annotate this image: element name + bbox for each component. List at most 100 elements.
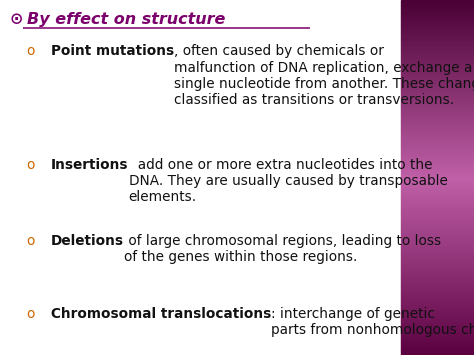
- Bar: [401, 111, 474, 113]
- Bar: [401, 285, 474, 286]
- Bar: [401, 344, 474, 345]
- Bar: [401, 237, 474, 238]
- Bar: [401, 175, 474, 176]
- Bar: [401, 8, 474, 10]
- Bar: [401, 305, 474, 306]
- Bar: [401, 321, 474, 322]
- Bar: [401, 10, 474, 11]
- Bar: [401, 245, 474, 246]
- Bar: [401, 248, 474, 250]
- Bar: [401, 155, 474, 156]
- Bar: [401, 113, 474, 114]
- Bar: [401, 334, 474, 335]
- Bar: [401, 317, 474, 318]
- Text: By effect on structure: By effect on structure: [27, 12, 226, 27]
- Bar: [401, 193, 474, 194]
- Bar: [401, 188, 474, 189]
- Text: : interchange of genetic
parts from nonhomologous chromosomes.: : interchange of genetic parts from nonh…: [272, 307, 474, 337]
- Bar: [401, 12, 474, 13]
- Bar: [401, 327, 474, 328]
- Bar: [401, 44, 474, 45]
- Bar: [401, 283, 474, 284]
- Bar: [401, 290, 474, 291]
- Bar: [401, 110, 474, 111]
- Bar: [401, 257, 474, 258]
- Bar: [401, 260, 474, 262]
- Bar: [401, 267, 474, 269]
- Bar: [401, 63, 474, 64]
- Bar: [401, 231, 474, 232]
- Bar: [401, 6, 474, 7]
- Bar: [401, 335, 474, 336]
- Bar: [401, 322, 474, 323]
- Bar: [401, 316, 474, 317]
- Bar: [401, 43, 474, 44]
- Bar: [401, 66, 474, 67]
- Bar: [401, 137, 474, 138]
- Bar: [401, 169, 474, 170]
- Bar: [401, 240, 474, 241]
- Bar: [401, 213, 474, 214]
- Bar: [401, 97, 474, 98]
- Bar: [401, 211, 474, 212]
- Bar: [401, 33, 474, 34]
- Bar: [401, 85, 474, 86]
- Bar: [401, 185, 474, 186]
- Bar: [401, 120, 474, 121]
- Bar: [401, 17, 474, 18]
- Bar: [401, 57, 474, 58]
- Bar: [401, 127, 474, 128]
- Bar: [401, 247, 474, 248]
- Bar: [401, 294, 474, 295]
- Bar: [401, 201, 474, 202]
- Bar: [401, 228, 474, 230]
- Bar: [401, 51, 474, 52]
- Bar: [401, 154, 474, 155]
- Bar: [401, 278, 474, 279]
- Bar: [401, 42, 474, 43]
- Bar: [401, 49, 474, 50]
- Bar: [401, 349, 474, 350]
- Bar: [401, 159, 474, 160]
- Bar: [401, 39, 474, 40]
- Bar: [401, 52, 474, 53]
- Bar: [401, 15, 474, 17]
- Bar: [401, 89, 474, 90]
- Bar: [401, 184, 474, 185]
- Bar: [401, 150, 474, 152]
- Bar: [401, 330, 474, 331]
- Bar: [401, 270, 474, 271]
- Bar: [401, 59, 474, 60]
- Bar: [401, 241, 474, 242]
- Bar: [401, 233, 474, 234]
- Bar: [401, 207, 474, 208]
- Bar: [401, 304, 474, 305]
- Bar: [401, 148, 474, 149]
- Bar: [401, 301, 474, 302]
- Bar: [401, 78, 474, 79]
- Bar: [401, 309, 474, 310]
- Bar: [401, 259, 474, 260]
- Bar: [401, 209, 474, 211]
- Bar: [401, 353, 474, 354]
- Bar: [401, 196, 474, 198]
- Text: Chromosomal translocations: Chromosomal translocations: [51, 307, 272, 321]
- Text: Deletions: Deletions: [51, 234, 124, 248]
- Bar: [401, 161, 474, 162]
- Bar: [401, 77, 474, 78]
- Bar: [401, 83, 474, 84]
- Bar: [401, 266, 474, 267]
- Bar: [401, 256, 474, 257]
- Bar: [401, 29, 474, 31]
- Bar: [401, 27, 474, 28]
- Bar: [401, 61, 474, 63]
- Bar: [401, 109, 474, 110]
- Bar: [401, 351, 474, 353]
- Bar: [401, 200, 474, 201]
- Bar: [401, 187, 474, 188]
- Bar: [401, 104, 474, 105]
- Bar: [401, 118, 474, 120]
- Bar: [401, 168, 474, 169]
- Bar: [401, 96, 474, 97]
- Bar: [401, 156, 474, 157]
